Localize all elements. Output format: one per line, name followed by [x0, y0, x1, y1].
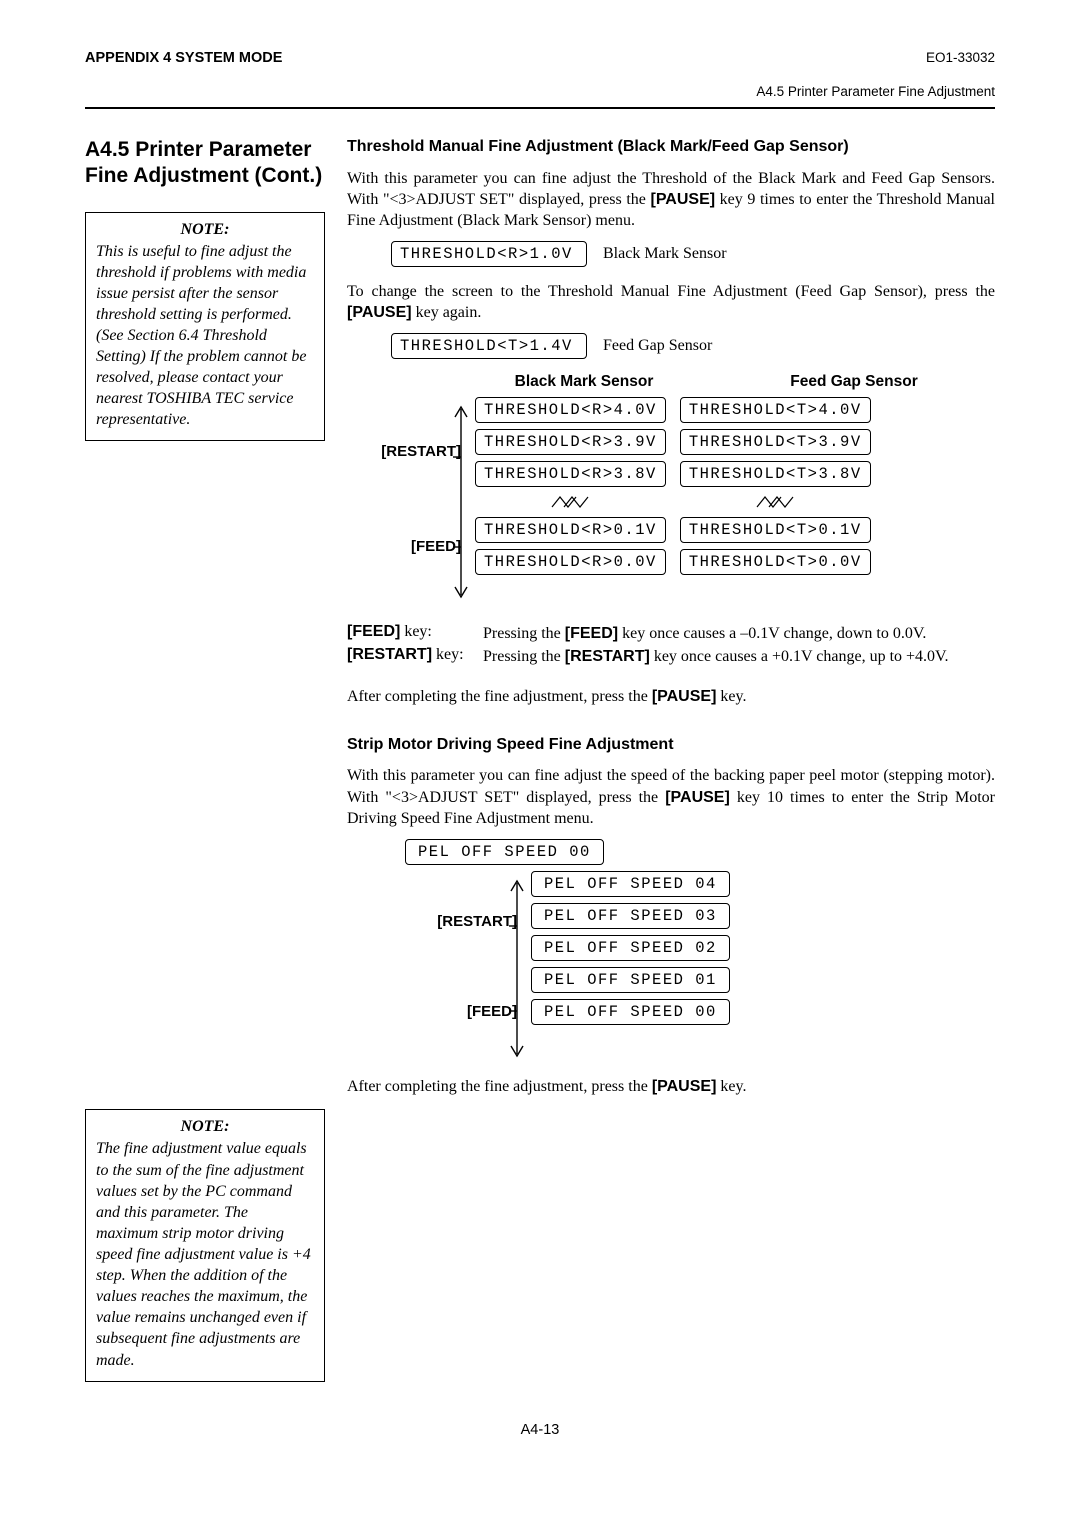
sub-header: A4.5 Printer Parameter Fine Adjustment	[85, 84, 995, 99]
lcd-display: PEL OFF SPEED 00	[531, 999, 730, 1025]
after-instruction: After completing the fine adjustment, pr…	[347, 1076, 995, 1097]
lcd-display: PEL OFF SPEED 03	[531, 903, 730, 929]
strip-diagram: [RESTART] [FEED] PEL OFF SPEED 04 PEL OF…	[405, 871, 995, 1066]
lcd-display: THRESHOLD<R>0.0V	[475, 549, 666, 575]
lcd-display: THRESHOLD<R>0.1V	[475, 517, 666, 543]
pel-column: PEL OFF SPEED 04 PEL OFF SPEED 03 PEL OF…	[531, 871, 730, 1025]
lcd-display: THRESHOLD<T>4.0V	[680, 397, 871, 423]
lcd-display: THRESHOLD<R>3.8V	[475, 461, 666, 487]
appendix-header: APPENDIX 4 SYSTEM MODE	[85, 50, 282, 66]
threshold-title: Threshold Manual Fine Adjustment (Black …	[347, 137, 995, 158]
header-rule	[85, 107, 995, 109]
lcd-display: THRESHOLD<T>0.0V	[680, 549, 871, 575]
note-body: This is useful to fine adjust the thresh…	[96, 241, 314, 431]
ellipsis-icon	[755, 495, 795, 509]
lcd-label: Black Mark Sensor	[603, 245, 727, 263]
threshold-para-1: With this parameter you can fine adjust …	[347, 168, 995, 231]
col-header-black-mark: Black Mark Sensor	[479, 373, 689, 391]
restart-key-label: [RESTART]	[437, 913, 517, 930]
strip-para: With this parameter you can fine adjust …	[347, 765, 995, 828]
note-box-2: NOTE: The fine adjustment value equals t…	[85, 1109, 325, 1381]
threshold-para-2: To change the screen to the Threshold Ma…	[347, 281, 995, 323]
ellipsis-icon	[550, 495, 590, 509]
note-title: NOTE:	[96, 1118, 314, 1136]
restart-key-label: [RESTART]	[381, 443, 461, 460]
page-number: A4-13	[85, 1422, 995, 1438]
feed-gap-column: THRESHOLD<T>4.0V THRESHOLD<T>3.9V THRESH…	[680, 397, 871, 575]
lcd-display: THRESHOLD<T>3.8V	[680, 461, 871, 487]
lcd-display: THRESHOLD<R>3.9V	[475, 429, 666, 455]
note-box-1: NOTE: This is useful to fine adjust the …	[85, 212, 325, 442]
arrows-icon	[449, 397, 473, 607]
section-title: A4.5 Printer Parameter Fine Adjustment (…	[85, 137, 325, 190]
lcd-display: PEL OFF SPEED 04	[531, 871, 730, 897]
lcd-display: THRESHOLD<T>1.4V	[391, 333, 587, 359]
key-description: [FEED] key: Pressing the [FEED] key once…	[347, 623, 995, 667]
col-header-feed-gap: Feed Gap Sensor	[749, 373, 959, 391]
lcd-display: PEL OFF SPEED 01	[531, 967, 730, 993]
lcd-display: THRESHOLD<R>1.0V	[391, 241, 587, 267]
lcd-display: PEL OFF SPEED 00	[405, 839, 604, 865]
key-arrow-column: [RESTART] [FEED]	[405, 871, 517, 1066]
key-arrow-column: [RESTART] [FEED]	[349, 397, 461, 607]
lcd-label: Feed Gap Sensor	[603, 337, 712, 355]
lcd-display: THRESHOLD<T>3.9V	[680, 429, 871, 455]
lcd-display: THRESHOLD<R>4.0V	[475, 397, 666, 423]
threshold-diagram: Black Mark Sensor Feed Gap Sensor [RESTA…	[349, 373, 995, 607]
arrows-icon	[505, 871, 529, 1066]
black-mark-column: THRESHOLD<R>4.0V THRESHOLD<R>3.9V THRESH…	[475, 397, 666, 575]
feed-key-label: [FEED]	[467, 1003, 517, 1020]
strip-title: Strip Motor Driving Speed Fine Adjustmen…	[347, 735, 995, 756]
after-instruction: After completing the fine adjustment, pr…	[347, 686, 995, 707]
lcd-display: PEL OFF SPEED 02	[531, 935, 730, 961]
lcd-display: THRESHOLD<T>0.1V	[680, 517, 871, 543]
doc-number: EO1-33032	[926, 50, 995, 65]
note-body: The fine adjustment value equals to the …	[96, 1138, 314, 1370]
feed-key-label: [FEED]	[411, 538, 461, 555]
note-title: NOTE:	[96, 221, 314, 239]
